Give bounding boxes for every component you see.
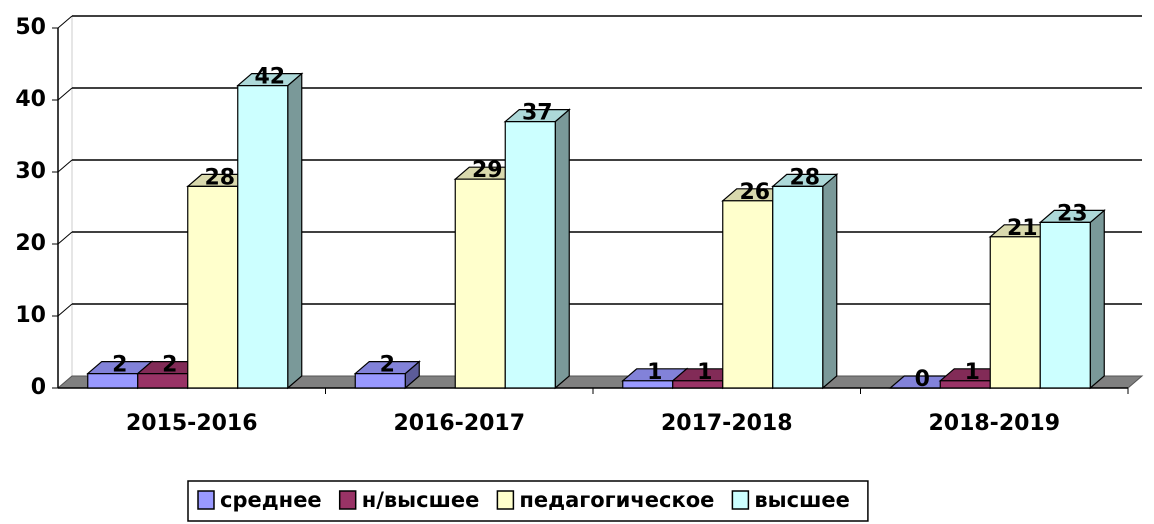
bar-front [989,236,1041,389]
bar-side [287,72,303,390]
bar [503,108,571,390]
bar-front [354,373,406,389]
value-label: 37 [522,101,553,126]
value-label: 1 [697,360,712,385]
legend-label: педагогическое [519,488,714,512]
bar-front [722,200,774,389]
bar-front [237,84,289,389]
legend-label: среднее [220,488,322,512]
x-tick-label: 2015-2016 [126,411,258,436]
grid-line [57,231,73,245]
value-label: 29 [472,158,503,183]
value-label: 21 [1007,216,1038,241]
back-wall [57,16,73,389]
x-tick-label: 2016-2017 [393,411,525,436]
y-tick-label: 30 [15,159,46,184]
grid-line [57,159,73,173]
bar-side [822,173,838,390]
grid-line [57,15,73,29]
value-label: 23 [1057,201,1088,226]
value-label: 1 [647,360,662,385]
y-tick-label: 10 [15,303,46,328]
bar [236,72,304,390]
y-tick-label: 50 [15,15,46,40]
legend-marker [731,490,750,510]
y-tick-label: 0 [31,375,46,400]
value-label: 0 [915,367,930,392]
legend-marker [197,490,215,510]
y-tick-label: 40 [15,87,46,112]
value-label: 42 [254,65,285,90]
value-label: 26 [739,180,770,205]
bar-front [454,178,506,389]
legend-marker [338,490,357,510]
bar-front [504,120,556,389]
bar-front [187,185,239,389]
y-tick-label: 20 [15,231,46,256]
bar-side [554,108,570,390]
value-label: 2 [112,353,127,378]
bar-side [1089,209,1105,390]
legend-label: н/высшее [362,488,480,512]
bar-front [772,185,824,389]
legend-marker [496,490,515,510]
bar-front [1039,221,1091,389]
value-label: 28 [789,165,820,190]
bar [1038,209,1106,390]
bar [771,173,839,390]
grid-line [57,303,73,317]
bar [353,360,421,390]
legend-label: высшее [754,488,850,512]
x-tick-label: 2017-2018 [661,411,793,436]
legend [187,480,869,522]
value-label: 2 [380,353,395,378]
grid-line [57,87,73,101]
value-label: 2 [162,353,177,378]
value-label: 1 [965,360,980,385]
x-tick-label: 2018-2019 [928,411,1060,436]
value-label: 28 [204,165,235,190]
